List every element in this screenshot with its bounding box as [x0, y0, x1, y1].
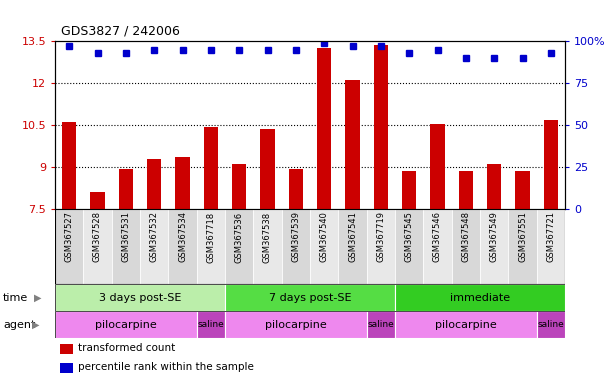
Bar: [289, 169, 303, 209]
Bar: [423, 209, 452, 284]
Bar: [536, 209, 565, 284]
Bar: [55, 284, 225, 311]
Bar: [225, 311, 367, 338]
Bar: [402, 171, 416, 209]
Bar: [175, 157, 189, 209]
Text: GSM367540: GSM367540: [320, 212, 329, 262]
Bar: [60, 362, 73, 373]
Text: time: time: [3, 293, 28, 303]
Bar: [203, 127, 218, 209]
Bar: [169, 209, 197, 284]
Bar: [536, 311, 565, 338]
Bar: [225, 284, 395, 311]
Bar: [452, 209, 480, 284]
Bar: [254, 209, 282, 284]
Text: ▶: ▶: [32, 319, 39, 329]
Text: GSM367541: GSM367541: [348, 212, 357, 262]
Text: GSM367531: GSM367531: [122, 212, 130, 262]
Bar: [90, 192, 104, 209]
Text: GDS3827 / 242006: GDS3827 / 242006: [61, 24, 180, 37]
Bar: [260, 129, 274, 209]
Bar: [487, 164, 501, 209]
Text: GSM367538: GSM367538: [263, 212, 272, 263]
Bar: [508, 209, 536, 284]
Text: 7 days post-SE: 7 days post-SE: [269, 293, 351, 303]
Text: GSM367536: GSM367536: [235, 212, 244, 263]
Bar: [310, 209, 338, 284]
Bar: [119, 169, 133, 209]
Text: GSM367551: GSM367551: [518, 212, 527, 262]
Text: GSM367718: GSM367718: [207, 212, 215, 263]
Text: transformed count: transformed count: [78, 343, 175, 353]
Text: GSM367548: GSM367548: [461, 212, 470, 262]
Bar: [480, 209, 508, 284]
Bar: [55, 209, 83, 284]
Bar: [112, 209, 140, 284]
Bar: [544, 119, 558, 209]
Bar: [60, 344, 73, 354]
Bar: [282, 209, 310, 284]
Text: pilocarpine: pilocarpine: [435, 319, 497, 329]
Bar: [232, 164, 246, 209]
Text: saline: saline: [538, 320, 564, 329]
Text: 3 days post-SE: 3 days post-SE: [99, 293, 181, 303]
Bar: [395, 311, 536, 338]
Text: agent: agent: [3, 319, 35, 329]
Bar: [55, 311, 197, 338]
Text: GSM367539: GSM367539: [291, 212, 301, 262]
Bar: [395, 209, 423, 284]
Text: GSM367545: GSM367545: [404, 212, 414, 262]
Text: ▶: ▶: [34, 293, 41, 303]
Text: GSM367527: GSM367527: [65, 212, 74, 262]
Text: saline: saline: [197, 320, 224, 329]
Bar: [140, 209, 169, 284]
Bar: [83, 209, 112, 284]
Bar: [459, 171, 473, 209]
Text: GSM367528: GSM367528: [93, 212, 102, 262]
Bar: [345, 80, 360, 209]
Text: immediate: immediate: [450, 293, 510, 303]
Bar: [197, 311, 225, 338]
Bar: [367, 311, 395, 338]
Bar: [62, 122, 76, 209]
Bar: [367, 209, 395, 284]
Bar: [395, 284, 565, 311]
Text: saline: saline: [367, 320, 394, 329]
Text: percentile rank within the sample: percentile rank within the sample: [78, 362, 254, 372]
Bar: [147, 159, 161, 209]
Text: pilocarpine: pilocarpine: [265, 319, 327, 329]
Text: GSM367532: GSM367532: [150, 212, 159, 262]
Bar: [338, 209, 367, 284]
Text: GSM367546: GSM367546: [433, 212, 442, 262]
Bar: [516, 171, 530, 209]
Bar: [197, 209, 225, 284]
Text: GSM367719: GSM367719: [376, 212, 386, 262]
Text: pilocarpine: pilocarpine: [95, 319, 156, 329]
Text: GSM367721: GSM367721: [546, 212, 555, 262]
Bar: [374, 45, 388, 209]
Bar: [225, 209, 254, 284]
Bar: [430, 124, 445, 209]
Text: GSM367549: GSM367549: [489, 212, 499, 262]
Bar: [317, 48, 331, 209]
Text: GSM367534: GSM367534: [178, 212, 187, 262]
